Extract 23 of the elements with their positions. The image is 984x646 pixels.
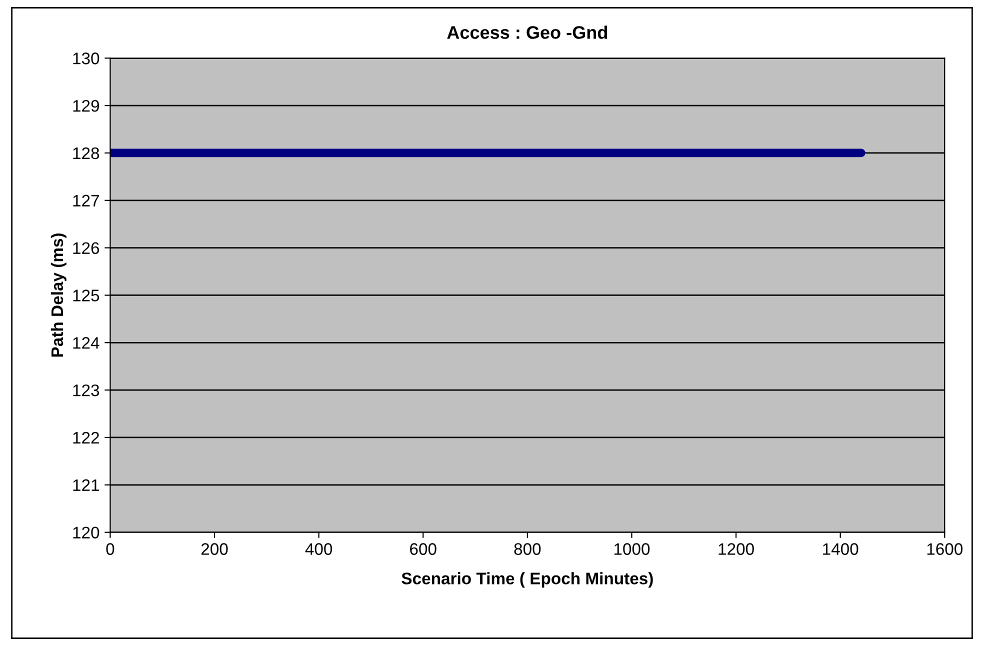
y-tick-label: 125 (73, 290, 100, 302)
chart-title: Access : Geo -Gnd (447, 26, 608, 39)
y-tick-label: 121 (73, 479, 99, 491)
y-tick-label: 130 (73, 52, 100, 64)
y-tick-label: 127 (73, 194, 99, 206)
y-tick-label: 124 (73, 337, 100, 349)
x-axis-title: Scenario Time ( Epoch Minutes) (402, 572, 653, 588)
y-tick-label: 122 (73, 432, 99, 444)
x-tick-label: 800 (514, 543, 541, 555)
y-axis-title: Path Delay (ms) (50, 234, 66, 357)
y-tick-label: 126 (73, 242, 100, 254)
y-tick-label: 129 (73, 100, 100, 112)
x-tick-label: 1400 (823, 543, 858, 555)
x-tick-label: 200 (201, 543, 228, 555)
y-tick-label: 123 (73, 384, 100, 396)
x-tick-label: 600 (410, 543, 436, 555)
x-tick-label: 0 (106, 543, 114, 555)
y-tick-label: 128 (73, 147, 100, 160)
x-tick-label: 1000 (614, 543, 650, 555)
x-tick-label: 400 (305, 543, 332, 555)
y-tick-label: 120 (73, 526, 100, 539)
x-tick-label: 1200 (718, 543, 754, 555)
x-tick-label: 1600 (927, 543, 963, 555)
